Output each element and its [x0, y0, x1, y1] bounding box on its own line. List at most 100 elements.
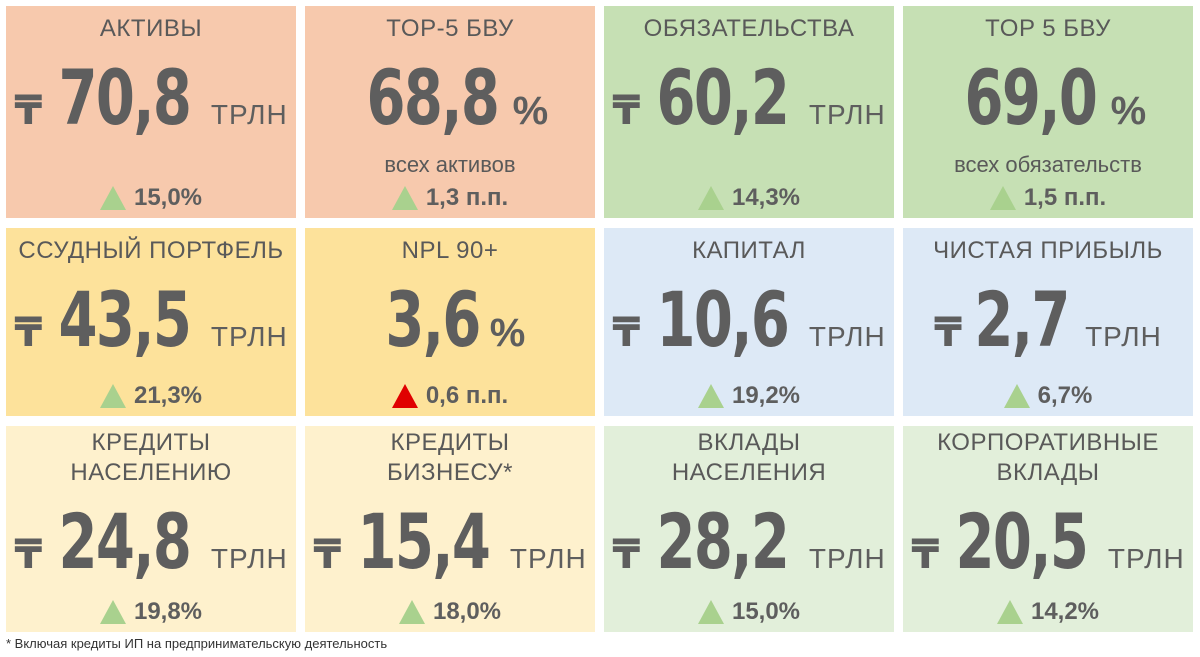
value-unit: ТРЛН: [210, 543, 288, 574]
change-indicator: 1,5 п.п.: [903, 184, 1193, 212]
tile-value: 3,6 %: [305, 280, 595, 360]
tile-subtitle: всех активов: [384, 152, 516, 177]
change-value: 1,5 п.п.: [1023, 184, 1107, 211]
value-number: 43,5: [58, 275, 192, 364]
tile-business-loans: КРЕДИТЫ БИЗНЕСУ* ₸ 15,4 ТРЛН 18,0%: [305, 426, 595, 632]
tenge-sign: ₸: [14, 310, 43, 356]
tile-net-profit: ЧИСТАЯ ПРИБЫЛЬ ₸ 2,7 ТРЛН 6,7%: [903, 228, 1193, 416]
up-arrow-icon: [99, 384, 126, 408]
change-indicator: 14,3%: [604, 184, 894, 212]
value-number: 69,0: [964, 53, 1097, 142]
tile-title: ЧИСТАЯ ПРИБЫЛЬ: [933, 237, 1163, 264]
up-arrow-icon: [391, 384, 418, 408]
tile-title: TOP-5 БВУ: [386, 15, 514, 42]
change-value: 6,7%: [1037, 382, 1093, 409]
change-value: 19,2%: [731, 382, 801, 409]
tenge-sign: ₸: [313, 532, 342, 578]
change-indicator: 19,8%: [6, 598, 296, 626]
tile-title-line-1: КОРПОРАТИВНЫЕ: [937, 429, 1159, 456]
tile-capital: КАПИТАЛ ₸ 10,6 ТРЛН 19,2%: [604, 228, 894, 416]
tenge-sign: ₸: [14, 532, 43, 578]
value-number: 3,6: [385, 275, 481, 364]
tile-title: TOP 5 БВУ: [985, 15, 1111, 42]
tile-retail-deposits: ВКЛАДЫ НАСЕЛЕНИЯ ₸ 28,2 ТРЛН 15,0%: [604, 426, 894, 632]
tile-title-line-2: НАСЕЛЕНИЮ: [70, 459, 232, 486]
tile-title-line-1: КРЕДИТЫ: [91, 429, 211, 456]
value-number: 2,7: [974, 275, 1070, 364]
tile-value: ₸ 2,7 ТРЛН: [903, 280, 1193, 360]
tile-value: ₸ 70,8 ТРЛН: [6, 58, 296, 138]
change-value: 21,3%: [133, 382, 203, 409]
change-indicator: 19,2%: [604, 382, 894, 410]
up-arrow-icon: [99, 186, 126, 210]
tenge-sign: ₸: [911, 532, 940, 578]
tile-loan-portfolio: ССУДНЫЙ ПОРТФЕЛЬ ₸ 43,5 ТРЛН 21,3%: [6, 228, 296, 416]
tile-value: ₸ 15,4 ТРЛН: [305, 502, 595, 582]
change-indicator: 15,0%: [6, 184, 296, 212]
value-percent: %: [489, 311, 526, 355]
change-value: 14,2%: [1030, 598, 1100, 625]
up-arrow-icon: [398, 600, 425, 624]
change-value: 0,6 п.п.: [425, 382, 509, 409]
tile-title-line-2: БИЗНЕСУ*: [387, 459, 513, 486]
tile-top5-assets: TOP-5 БВУ 68,8 % всех активов 1,3 п.п.: [305, 6, 595, 218]
tile-title: NPL 90+: [401, 237, 499, 264]
tile-corporate-deposits: КОРПОРАТИВНЫЕ ВКЛАДЫ ₸ 20,5 ТРЛН 14,2%: [903, 426, 1193, 632]
footnote: * Включая кредиты ИП на предпринимательс…: [6, 636, 388, 651]
up-arrow-icon: [989, 186, 1016, 210]
tile-title: КАПИТАЛ: [692, 237, 806, 264]
change-value: 19,8%: [133, 598, 203, 625]
tenge-sign: ₸: [612, 532, 641, 578]
up-arrow-icon: [697, 384, 724, 408]
up-arrow-icon: [697, 186, 724, 210]
value-percent: %: [1110, 89, 1147, 133]
change-value: 1,3 п.п.: [425, 184, 509, 211]
change-indicator: 1,3 п.п.: [305, 184, 595, 212]
value-number: 15,4: [357, 497, 491, 586]
change-indicator: 15,0%: [604, 598, 894, 626]
tile-value: ₸ 20,5 ТРЛН: [903, 502, 1193, 582]
value-number: 70,8: [58, 53, 192, 142]
tile-npl: NPL 90+ 3,6 % 0,6 п.п.: [305, 228, 595, 416]
tenge-sign: ₸: [14, 88, 43, 134]
tenge-sign: ₸: [612, 310, 641, 356]
value-number: 68,8: [366, 53, 499, 142]
change-indicator: 6,7%: [903, 382, 1193, 410]
tenge-sign: ₸: [934, 310, 962, 356]
value-unit: ТРЛН: [509, 543, 587, 574]
value-unit: ТРЛН: [808, 99, 886, 130]
tile-value: ₸ 24,8 ТРЛН: [6, 502, 296, 582]
up-arrow-icon: [697, 600, 724, 624]
tile-top5-liabilities: TOP 5 БВУ 69,0 % всех обязательств 1,5 п…: [903, 6, 1193, 218]
up-arrow-icon: [99, 600, 126, 624]
change-value: 15,0%: [133, 184, 203, 211]
up-arrow-icon: [1003, 384, 1030, 408]
tile-liabilities: ОБЯЗАТЕЛЬСТВА ₸ 60,2 ТРЛН 14,3%: [604, 6, 894, 218]
tile-title-line-2: НАСЕЛЕНИЯ: [671, 459, 827, 486]
value-unit: ТРЛН: [1107, 543, 1185, 574]
tile-retail-loans: КРЕДИТЫ НАСЕЛЕНИЮ ₸ 24,8 ТРЛН 19,8%: [6, 426, 296, 632]
tile-title: ССУДНЫЙ ПОРТФЕЛЬ: [18, 237, 284, 264]
tile-title-line-2: ВКЛАДЫ: [996, 459, 1100, 486]
change-indicator: 21,3%: [6, 382, 296, 410]
value-unit: ТРЛН: [210, 99, 288, 130]
value-unit: ТРЛН: [808, 543, 886, 574]
change-indicator: 18,0%: [305, 598, 595, 626]
tile-assets: АКТИВЫ ₸ 70,8 ТРЛН 15,0%: [6, 6, 296, 218]
tile-title: АКТИВЫ: [99, 15, 203, 42]
value-number: 10,6: [656, 275, 790, 364]
tile-title: ОБЯЗАТЕЛЬСТВА: [643, 15, 855, 42]
value-number: 24,8: [58, 497, 192, 586]
up-arrow-icon: [996, 600, 1023, 624]
tile-subtitle: всех обязательств: [954, 152, 1142, 177]
tile-value: ₸ 43,5 ТРЛН: [6, 280, 296, 360]
value-number: 60,2: [656, 53, 790, 142]
tile-title-line-1: ВКЛАДЫ: [697, 429, 801, 456]
tenge-sign: ₸: [612, 88, 641, 134]
change-value: 15,0%: [731, 598, 801, 625]
value-percent: %: [512, 89, 549, 133]
value-unit: ТРЛН: [808, 321, 886, 352]
change-indicator: 0,6 п.п.: [305, 382, 595, 410]
change-value: 14,3%: [731, 184, 801, 211]
change-indicator: 14,2%: [903, 598, 1193, 626]
